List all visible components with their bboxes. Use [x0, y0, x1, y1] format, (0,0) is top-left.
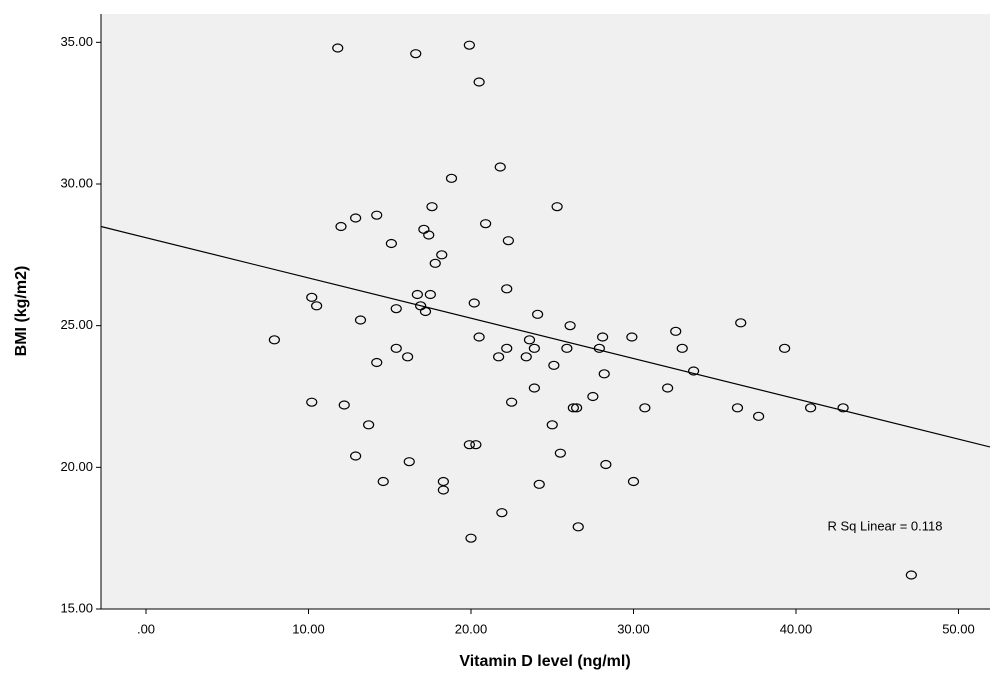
- point: [385, 238, 397, 249]
- point: [463, 440, 475, 450]
- point: [306, 292, 318, 302]
- point: [597, 332, 609, 342]
- point: [423, 230, 435, 240]
- point: [306, 397, 318, 407]
- point: [546, 420, 558, 430]
- point: [403, 457, 415, 467]
- point: [523, 335, 536, 345]
- point: [593, 343, 605, 353]
- point: [676, 343, 688, 353]
- x-tick-label: 30.00: [617, 621, 650, 636]
- point: [600, 459, 612, 470]
- point: [470, 440, 482, 450]
- point: [424, 289, 436, 300]
- point: [571, 403, 583, 413]
- point: [354, 315, 367, 325]
- point: [548, 360, 560, 370]
- point: [639, 403, 651, 413]
- point: [551, 202, 563, 212]
- point: [473, 332, 485, 342]
- point: [731, 403, 744, 413]
- point: [662, 383, 674, 393]
- point: [805, 403, 817, 413]
- point: [735, 318, 747, 328]
- point: [436, 250, 448, 260]
- y-tick-label: 20.00: [60, 459, 93, 474]
- point: [463, 40, 475, 50]
- point: [311, 301, 323, 311]
- y-axis-title: BMI (kg/m2): [13, 266, 30, 357]
- point: [753, 411, 765, 421]
- point: [411, 289, 423, 300]
- point: [390, 304, 402, 314]
- point: [496, 508, 508, 518]
- point: [905, 570, 917, 580]
- point: [268, 335, 280, 345]
- point: [626, 332, 638, 342]
- x-tick-label: 40.00: [780, 621, 813, 636]
- point: [419, 306, 432, 317]
- point: [572, 522, 584, 532]
- point: [670, 326, 682, 336]
- point: [335, 221, 347, 232]
- point: [363, 420, 375, 430]
- point: [598, 369, 610, 379]
- point: [437, 485, 449, 495]
- point: [350, 213, 362, 223]
- point: [837, 403, 849, 413]
- point: [338, 400, 350, 410]
- plot-area: [101, 14, 990, 609]
- point: [501, 343, 513, 353]
- point: [587, 391, 599, 402]
- point: [561, 343, 573, 353]
- point: [332, 43, 344, 53]
- point: [494, 162, 506, 172]
- point: [506, 397, 518, 407]
- point: [371, 357, 383, 368]
- point: [627, 476, 640, 487]
- y-tick-label: 15.00: [60, 600, 93, 615]
- point: [564, 321, 576, 331]
- y-tick-label: 25.00: [60, 317, 93, 332]
- point: [350, 451, 362, 461]
- x-tick-label: 50.00: [942, 621, 975, 636]
- point: [377, 476, 389, 487]
- point: [520, 352, 532, 362]
- point: [445, 173, 458, 183]
- y-tick-label: 35.00: [60, 34, 93, 49]
- point: [468, 298, 480, 308]
- point: [554, 448, 566, 458]
- x-tick-label: .00: [137, 621, 155, 636]
- point: [465, 533, 477, 543]
- point: [688, 366, 700, 376]
- point: [371, 210, 383, 220]
- point: [402, 352, 414, 362]
- point: [528, 383, 540, 393]
- point: [426, 202, 438, 212]
- point: [473, 77, 485, 87]
- point: [528, 343, 540, 353]
- point: [390, 343, 402, 353]
- point: [779, 343, 791, 353]
- x-axis-title: Vitamin D level (ng/ml): [459, 653, 630, 670]
- x-tick-label: 20.00: [455, 621, 488, 636]
- point: [501, 284, 513, 294]
- point: [533, 479, 545, 489]
- x-tick-label: 10.00: [292, 621, 325, 636]
- point: [532, 309, 544, 319]
- point: [493, 352, 505, 362]
- point: [567, 403, 579, 413]
- annotation: R Sq Linear = 0.118: [827, 518, 942, 533]
- fit-line: [100, 225, 990, 448]
- point: [429, 258, 441, 268]
- point: [410, 49, 422, 59]
- point: [502, 236, 514, 246]
- y-tick-label: 30.00: [60, 175, 93, 190]
- point: [480, 219, 492, 229]
